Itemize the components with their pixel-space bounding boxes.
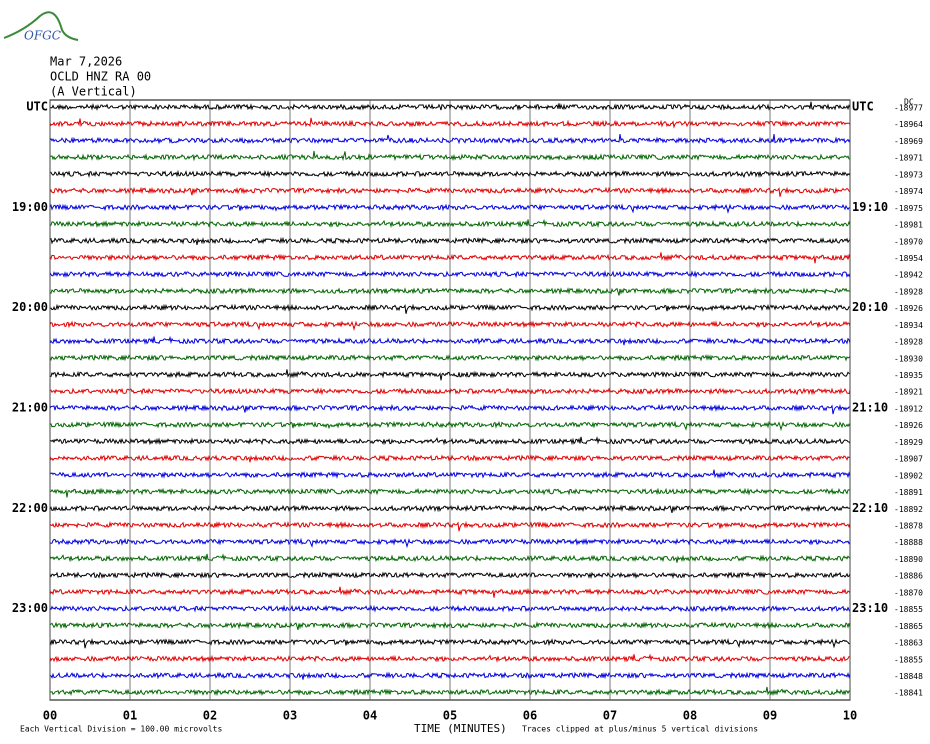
- trace-offset: -18954: [894, 254, 923, 263]
- x-tick-label: 03: [283, 709, 297, 723]
- x-tick-label: 07: [603, 709, 617, 723]
- trace-offset: -18865: [894, 622, 923, 631]
- trace-offset: -18926: [894, 421, 923, 430]
- x-tick-label: 00: [43, 709, 57, 723]
- logo-text: OFGC: [24, 29, 61, 43]
- right-time-label: 21:10: [852, 400, 888, 414]
- axis-title: TIME (MINUTES): [414, 722, 507, 735]
- trace-offset: -18970: [894, 237, 923, 246]
- trace-offset: -18912: [894, 404, 923, 413]
- trace-offset: -18935: [894, 371, 923, 380]
- trace-offset: -18888: [894, 538, 923, 547]
- left-time-label: UTC: [26, 100, 48, 114]
- right-time-label: 23:10: [852, 601, 888, 615]
- trace-offset: -18886: [894, 572, 923, 581]
- trace-offset: -18890: [894, 555, 923, 564]
- header-date: Mar 7,2026: [50, 55, 122, 69]
- x-tick-label: 05: [443, 709, 457, 723]
- trace-offset: -18969: [894, 137, 923, 146]
- x-tick-label: 06: [523, 709, 537, 723]
- x-tick-label: 04: [363, 709, 377, 723]
- x-tick-label: 01: [123, 709, 137, 723]
- header-station: OCLD HNZ RA 00: [50, 70, 151, 84]
- x-tick-label: 10: [843, 709, 857, 723]
- left-time-label: 19:00: [12, 200, 48, 214]
- trace-offset: -18878: [894, 522, 923, 531]
- trace-offset: -18863: [894, 639, 923, 648]
- x-tick-label: 02: [203, 709, 217, 723]
- trace-offset: -18891: [894, 488, 923, 497]
- trace-offset: -18928: [894, 287, 923, 296]
- trace-offset: -18934: [894, 321, 923, 330]
- right-time-label: 20:10: [852, 300, 888, 314]
- x-tick-label: 08: [683, 709, 697, 723]
- trace-offset: -18892: [894, 505, 923, 514]
- trace-offset: -18974: [894, 187, 923, 196]
- trace-offset: -18929: [894, 438, 923, 447]
- left-time-label: 22:00: [12, 501, 48, 515]
- trace-offset: -18971: [894, 154, 923, 163]
- right-time-label: 19:10: [852, 200, 888, 214]
- trace-offset: -18855: [894, 605, 923, 614]
- trace-offset: -18977: [894, 104, 923, 113]
- trace-offset: -18921: [894, 388, 923, 397]
- left-time-label: 20:00: [12, 300, 48, 314]
- x-tick-label: 09: [763, 709, 777, 723]
- logo-swoosh: [3, 11, 79, 41]
- trace-offset: -18907: [894, 455, 923, 464]
- right-time-label: 22:10: [852, 501, 888, 515]
- trace-offset: -18902: [894, 471, 923, 480]
- trace-offset: -18848: [894, 672, 923, 681]
- trace-offset: -18973: [894, 170, 923, 179]
- trace-offset: -18942: [894, 271, 923, 280]
- footer-division: Each Vertical Division = 100.00 microvol…: [20, 725, 222, 734]
- trace-offset: -18841: [894, 689, 923, 698]
- trace-offset: -18870: [894, 588, 923, 597]
- trace-offset: -18975: [894, 204, 923, 213]
- header-component: (A Vertical): [50, 85, 137, 99]
- dc-label: DC: [904, 98, 914, 107]
- trace-offset: -18928: [894, 338, 923, 347]
- left-time-label: 23:00: [12, 601, 48, 615]
- footer-clip: Traces clipped at plus/minus 5 vertical …: [522, 725, 758, 734]
- trace-offset: -18930: [894, 354, 923, 363]
- trace-offset: -18926: [894, 304, 923, 313]
- trace-offset: -18964: [894, 120, 923, 129]
- right-time-label: UTC: [852, 100, 874, 114]
- trace-offset: -18855: [894, 655, 923, 664]
- left-time-label: 21:00: [12, 400, 48, 414]
- trace-offset: -18981: [894, 221, 923, 230]
